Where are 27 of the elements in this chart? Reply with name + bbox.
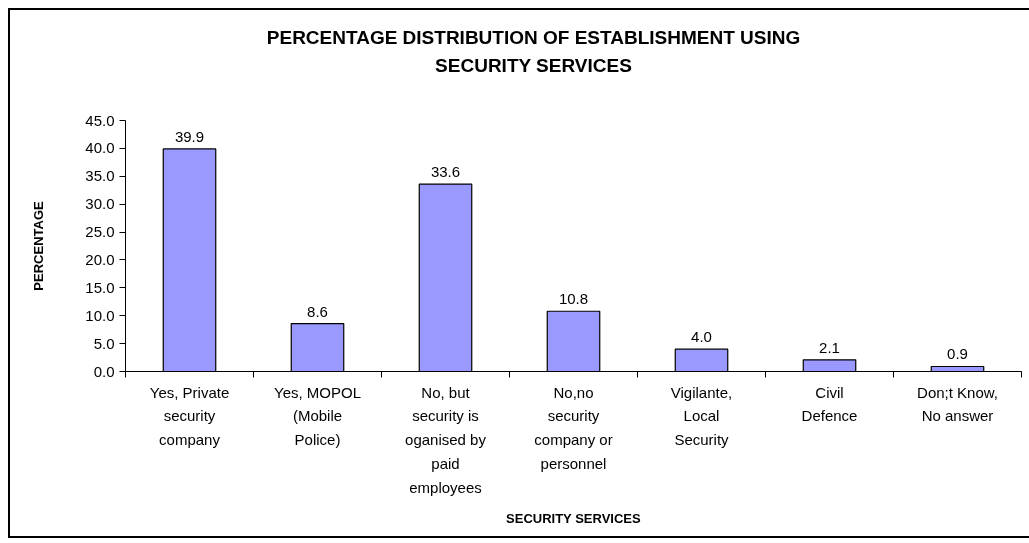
y-axis-title: PERCENTAGE [31, 201, 47, 291]
data-label: 0.9 [947, 345, 968, 363]
x-tick-label: Vigilante, Local Security [670, 383, 733, 449]
x-tick-label: Don;t Know, No answer [917, 383, 998, 425]
x-tick-label: No,no security company or personnel [534, 383, 613, 472]
x-tick-label: No, but security is oganised by paid employees [405, 383, 487, 496]
data-label: 8.6 [307, 302, 328, 320]
chart-title: PERCENTAGE DISTRIBUTION OF ESTABLISHMENT USING SECURITY SERVICES [266, 26, 801, 78]
y-tick-label: 20.0 [85, 250, 115, 268]
y-tick-label: 30.0 [85, 195, 115, 213]
x-tick-label: Yes, Private security company [149, 383, 230, 449]
y-tick-label: 35.0 [85, 167, 115, 185]
y-tick-label: 10.0 [85, 306, 115, 324]
y-tick-label: 0.0 [93, 362, 115, 380]
y-tick-label: 40.0 [85, 139, 115, 157]
y-tick-label: 45.0 [85, 111, 115, 129]
y-tick-label: 25.0 [85, 223, 115, 241]
data-label: 39.9 [174, 127, 205, 145]
data-label: 33.6 [430, 163, 461, 181]
y-tick-label: 15.0 [85, 278, 115, 296]
x-tick-label: Civil Defence [801, 383, 858, 425]
data-label: 10.8 [558, 290, 589, 308]
x-axis-title: SECURITY SERVICES [506, 510, 642, 526]
x-tick-label: Yes, MOPOL (Mobile Police) [274, 383, 361, 449]
y-tick-label: 5.0 [93, 334, 115, 352]
data-label: 4.0 [691, 328, 712, 346]
data-label: 2.1 [819, 338, 840, 356]
